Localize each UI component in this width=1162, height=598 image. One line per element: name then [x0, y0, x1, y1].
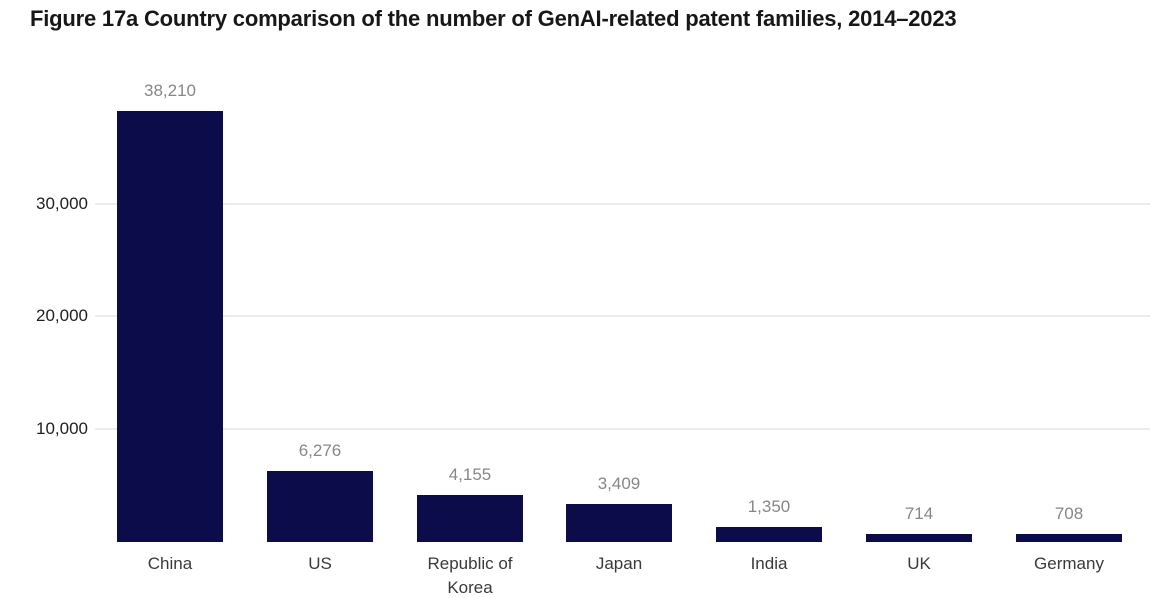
- bar-value-label: 3,409: [597, 474, 641, 493]
- gridline-30000: [95, 202, 1150, 205]
- x-axis-label-uk: UK: [907, 554, 931, 573]
- y-axis-tick-label: 20,000: [36, 306, 88, 326]
- bar-uk: [866, 534, 972, 542]
- bar-india: [716, 527, 822, 542]
- y-axis-tick-label: 10,000: [36, 419, 88, 439]
- bar-value-label: 1,350: [747, 497, 791, 516]
- y-axis-tick-label: 30,000: [36, 193, 88, 213]
- bar-value-label: 4,155: [448, 465, 492, 484]
- x-axis-label-china: China: [147, 554, 193, 573]
- gridline-20000: [95, 315, 1150, 318]
- bar-china: [117, 111, 223, 542]
- bar-value-label: 6,276: [298, 441, 342, 460]
- bar-value-label: 38,210: [144, 81, 196, 100]
- x-axis-label-germany: Germany: [1034, 554, 1104, 573]
- chart-title: Figure 17a Country comparison of the num…: [30, 6, 957, 31]
- x-axis-label-us: US: [308, 554, 332, 573]
- x-axis-label-india: India: [750, 554, 788, 573]
- x-axis-label-japan: Japan: [595, 554, 643, 573]
- bar-value-label: 714: [904, 504, 934, 523]
- bar-value-label: 708: [1054, 504, 1084, 523]
- bar-japan: [566, 504, 672, 542]
- bar-republic-of-korea: [417, 495, 523, 542]
- x-axis-label-republic-of-korea: Republic of Korea: [427, 554, 513, 597]
- bar-us: [267, 471, 373, 542]
- bar-germany: [1016, 534, 1122, 542]
- gridline-10000: [95, 428, 1150, 431]
